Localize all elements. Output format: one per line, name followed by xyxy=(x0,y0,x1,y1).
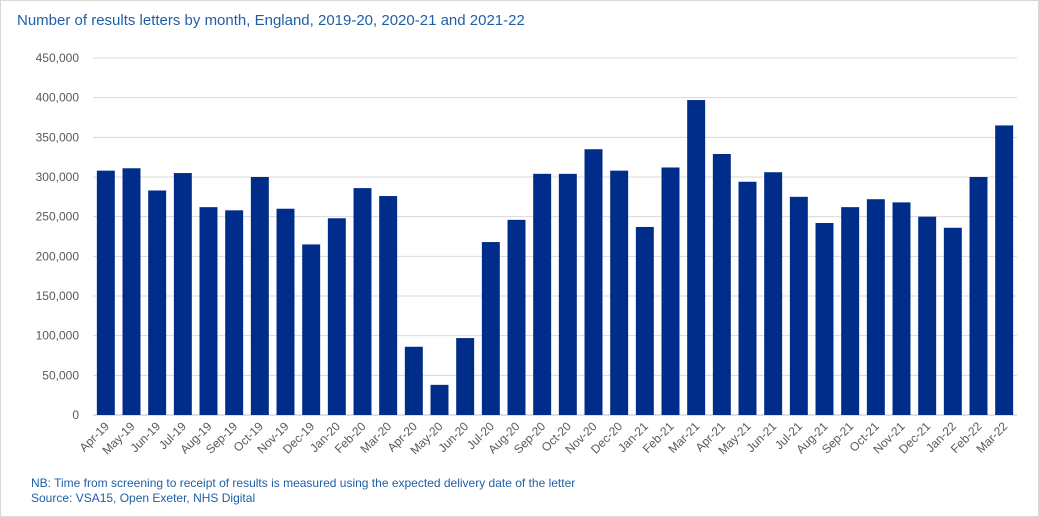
bar xyxy=(841,207,860,415)
y-tick-label: 50,000 xyxy=(42,368,79,382)
bar xyxy=(353,188,372,415)
bar xyxy=(918,216,937,415)
bar xyxy=(764,172,783,415)
gridlines xyxy=(93,57,1017,416)
bar xyxy=(199,207,218,415)
bar xyxy=(404,346,423,415)
bar xyxy=(430,384,449,415)
footnote-note: NB: Time from screening to receipt of re… xyxy=(31,476,576,490)
y-tick-label: 0 xyxy=(72,408,79,422)
x-axis-tick-labels: Apr-19May-19Jun-19Jul-19Aug-19Sep-19Oct-… xyxy=(77,419,1011,457)
bar xyxy=(789,196,808,415)
bar xyxy=(379,196,398,415)
bar xyxy=(687,100,706,416)
bar xyxy=(327,218,346,415)
bar xyxy=(610,170,629,415)
y-tick-label: 450,000 xyxy=(36,51,80,65)
bar xyxy=(969,177,988,415)
y-tick-label: 400,000 xyxy=(36,91,80,105)
bar xyxy=(943,227,962,415)
bar xyxy=(892,202,911,415)
bar xyxy=(661,167,680,415)
bar xyxy=(866,199,885,415)
bar xyxy=(481,242,500,415)
bar xyxy=(456,338,475,415)
y-tick-label: 250,000 xyxy=(36,210,80,224)
bar xyxy=(276,208,295,415)
bar xyxy=(173,173,192,415)
bar xyxy=(96,170,115,415)
bar xyxy=(738,181,757,415)
bar xyxy=(225,210,244,415)
y-tick-label: 100,000 xyxy=(36,329,80,343)
bar xyxy=(558,173,577,415)
bar xyxy=(712,153,731,415)
footnote-source: Source: VSA15, Open Exeter, NHS Digital xyxy=(31,491,256,505)
bar xyxy=(635,226,654,415)
y-tick-label: 150,000 xyxy=(36,289,80,303)
bar xyxy=(250,177,269,415)
bar xyxy=(302,244,321,415)
bar xyxy=(148,190,167,415)
y-tick-label: 300,000 xyxy=(36,170,80,184)
bar xyxy=(533,173,552,415)
chart-title: Number of results letters by month, Engl… xyxy=(17,12,525,29)
bar xyxy=(122,168,141,415)
bar xyxy=(815,223,834,415)
y-axis-tick-labels: 0 50,000 100,000 150,000 200,000 250,000 300,0… xyxy=(36,51,80,422)
bar xyxy=(507,219,526,415)
y-tick-label: 350,000 xyxy=(36,130,80,144)
bar xyxy=(584,149,603,415)
bars xyxy=(96,100,1014,416)
y-tick-label: 200,000 xyxy=(36,249,80,263)
bar xyxy=(995,125,1014,415)
